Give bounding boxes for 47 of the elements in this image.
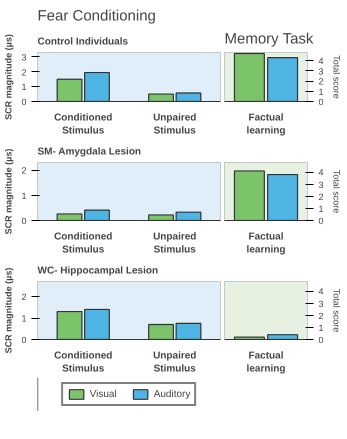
- chart-subtitle: SM- Amygdala Lesion: [38, 146, 142, 158]
- y-tick-label: 1: [21, 82, 27, 92]
- x-tick-label: Conditioned Stimulus: [54, 232, 112, 256]
- x-tick-label: Factual learning: [246, 232, 286, 256]
- y2-axis-title: Total score: [332, 170, 342, 214]
- legend-label: Auditory: [154, 388, 190, 400]
- y-tick-label: 3: [21, 52, 27, 62]
- x-tick-label: Unpaired Stimulus: [153, 232, 196, 256]
- y-axis-title: SCR magnitude (µs): [3, 34, 14, 120]
- y-tick-label: 2: [21, 292, 27, 302]
- x-tick-label: Conditioned Stimulus: [54, 350, 112, 375]
- y2-tick-label: 1: [318, 322, 324, 333]
- y2-tick-label: 3: [318, 180, 324, 190]
- y2-tick-label: 1: [318, 86, 324, 97]
- y2-tick-label: 2: [318, 192, 324, 202]
- y-tick-label: 0: [21, 335, 27, 345]
- y2-axis-title: Total score: [332, 55, 342, 99]
- y2-tick-label: 2: [318, 76, 324, 87]
- y2-axis-title: Total score: [332, 288, 342, 332]
- x-tick-label: Conditioned Stimulus: [54, 112, 112, 137]
- x-tick-label: Unpaired Stimulus: [153, 350, 196, 375]
- chart-subtitle: WC- Hippocampal Lesion: [38, 266, 158, 276]
- x-tick-label: Factual learning: [246, 350, 286, 375]
- y-tick-label: 1: [21, 314, 27, 324]
- chart-title: Memory Task: [224, 30, 314, 48]
- x-tick-label: Unpaired Stimulus: [153, 112, 196, 137]
- y-tick-label: 1: [21, 190, 27, 201]
- y2-tick-label: 4: [318, 168, 324, 178]
- y-axis-title: SCR magnitude (µs): [3, 148, 14, 234]
- y-tick-label: 0: [21, 97, 27, 107]
- y2-tick-label: 3: [318, 298, 324, 309]
- y2-tick-label: 4: [318, 286, 324, 297]
- y2-tick-label: 0: [318, 97, 324, 107]
- y2-tick-label: 2: [318, 310, 324, 321]
- chart-subtitle: Control Individuals: [38, 36, 128, 48]
- y-tick-label: 0: [21, 216, 27, 226]
- y2-tick-label: 3: [318, 66, 324, 76]
- y2-tick-label: 1: [318, 204, 324, 214]
- chart-title: Fear Conditioning: [38, 8, 156, 24]
- y2-tick-label: 0: [318, 335, 324, 345]
- y-axis-title: SCR magnitude (µs): [3, 268, 14, 354]
- legend-label: Visual: [90, 388, 117, 400]
- y2-tick-label: 0: [318, 216, 324, 226]
- y2-tick-label: 4: [318, 56, 324, 66]
- y-tick-label: 2: [21, 67, 27, 78]
- x-tick-label: Factual learning: [246, 112, 286, 137]
- y-tick-label: 2: [21, 166, 27, 176]
